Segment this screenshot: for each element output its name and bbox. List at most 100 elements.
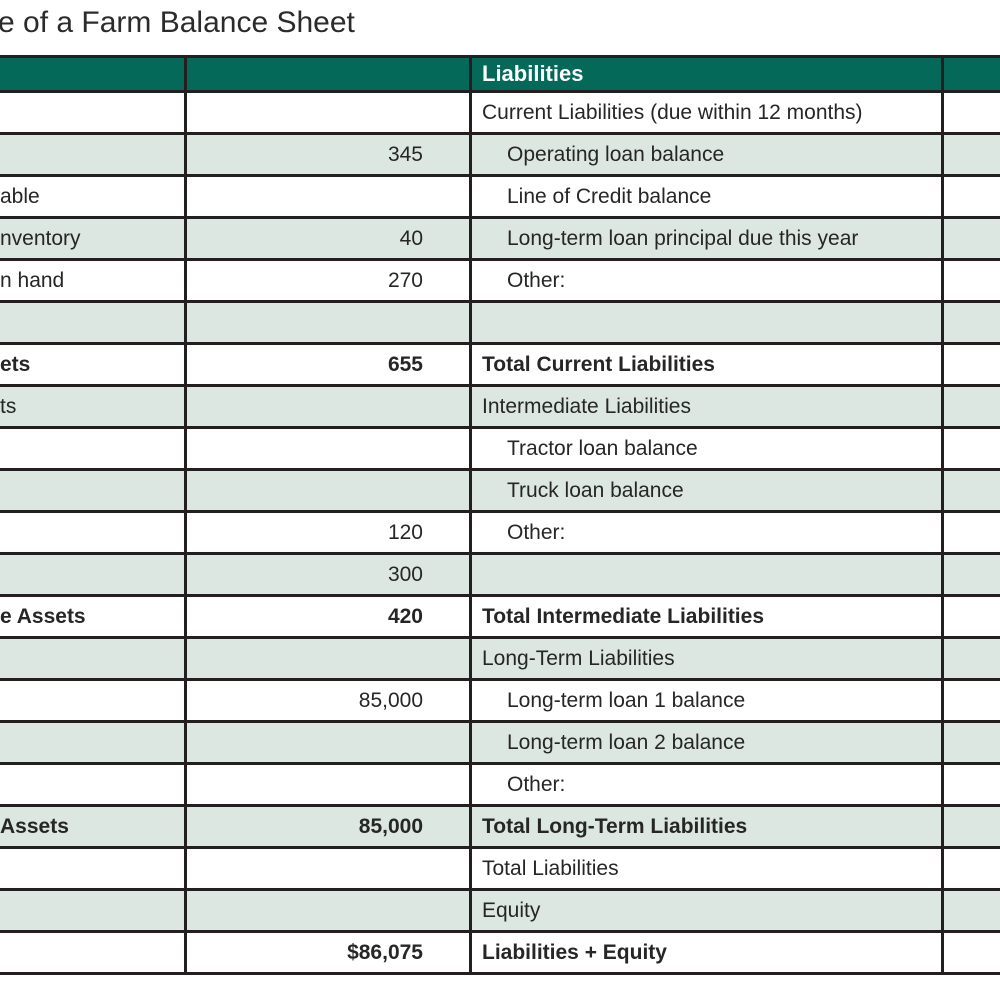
balance-sheet-table: Liabilities Current Liabilities (due wit… — [0, 55, 1000, 975]
table-row: nventory 40 Long-term loan principal due… — [0, 216, 1000, 261]
liability-label-cell: Line of Credit balance — [469, 174, 944, 219]
asset-value-cell — [184, 384, 472, 429]
liability-value-cell — [941, 636, 1000, 681]
liability-label-cell: Other: — [469, 510, 944, 555]
table-row: Long-term loan 2 balance — [0, 720, 1000, 765]
liability-label-cell — [469, 300, 944, 345]
asset-value-cell — [184, 426, 472, 471]
liability-value-cell — [941, 132, 1000, 177]
liability-label-cell: Tractor loan balance — [469, 426, 944, 471]
header-cell-liabilities: Liabilities — [469, 55, 944, 93]
asset-label-cell: ts — [0, 384, 187, 429]
asset-value-cell: 85,000 — [184, 804, 472, 849]
header-row: Liabilities — [0, 55, 1000, 93]
asset-value-cell — [184, 846, 472, 891]
asset-label-cell — [0, 720, 187, 765]
liability-label-cell: Equity — [469, 888, 944, 933]
liability-value-cell — [941, 90, 1000, 135]
asset-label-cell — [0, 930, 187, 975]
liability-label-cell: Long-term loan principal due this year — [469, 216, 944, 261]
asset-label-cell: e Assets — [0, 594, 187, 639]
liability-value-cell — [941, 888, 1000, 933]
asset-label-cell: able — [0, 174, 187, 219]
asset-value-cell — [184, 174, 472, 219]
asset-label-cell — [0, 888, 187, 933]
table-row: Tractor loan balance — [0, 426, 1000, 471]
liability-value-cell — [941, 426, 1000, 471]
liability-label-cell: Other: — [469, 258, 944, 303]
liability-label-cell: Total Current Liabilities — [469, 342, 944, 387]
liability-label-cell: Other: — [469, 762, 944, 807]
liability-label-cell: Total Liabilities — [469, 846, 944, 891]
liability-value-cell — [941, 762, 1000, 807]
asset-value-cell — [184, 468, 472, 513]
liability-label-cell: Long-Term Liabilities — [469, 636, 944, 681]
asset-value-cell: 270 — [184, 258, 472, 303]
liability-label-cell: Intermediate Liabilities — [469, 384, 944, 429]
table-row: Long-Term Liabilities — [0, 636, 1000, 681]
liability-label-cell: Liabilities + Equity — [469, 930, 944, 975]
table-row: 120 Other: — [0, 510, 1000, 555]
asset-label-cell — [0, 426, 187, 471]
asset-value-cell: 420 — [184, 594, 472, 639]
table-row: 300 — [0, 552, 1000, 597]
asset-label-cell: Assets — [0, 804, 187, 849]
asset-label-cell: n hand — [0, 258, 187, 303]
table-row: ets 655 Total Current Liabilities — [0, 342, 1000, 387]
table-row: Current Liabilities (due within 12 month… — [0, 90, 1000, 135]
liability-label-cell: Total Long-Term Liabilities — [469, 804, 944, 849]
asset-value-cell: 345 — [184, 132, 472, 177]
balance-sheet: Liabilities Current Liabilities (due wit… — [0, 55, 1000, 975]
liability-value-cell — [941, 552, 1000, 597]
table-row: $86,075 Liabilities + Equity — [0, 930, 1000, 975]
asset-value-cell — [184, 90, 472, 135]
asset-label-cell — [0, 132, 187, 177]
table-row: 345 Operating loan balance — [0, 132, 1000, 177]
liability-value-cell — [941, 258, 1000, 303]
liability-value-cell — [941, 846, 1000, 891]
asset-label-cell — [0, 468, 187, 513]
asset-label-cell — [0, 636, 187, 681]
table-row: ts Intermediate Liabilities — [0, 384, 1000, 429]
asset-label-cell — [0, 552, 187, 597]
liability-value-cell — [941, 174, 1000, 219]
header-cell-assets — [0, 55, 187, 93]
asset-value-cell: $86,075 — [184, 930, 472, 975]
liability-value-cell — [941, 342, 1000, 387]
asset-value-cell: 40 — [184, 216, 472, 261]
liability-value-cell — [941, 216, 1000, 261]
liability-label-cell: Operating loan balance — [469, 132, 944, 177]
liability-label-cell: Long-term loan 1 balance — [469, 678, 944, 723]
liability-value-cell — [941, 804, 1000, 849]
table-row: Other: — [0, 762, 1000, 807]
header-cell-assets-value — [184, 55, 472, 93]
asset-value-cell: 655 — [184, 342, 472, 387]
table-row: able Line of Credit balance — [0, 174, 1000, 219]
table-row — [0, 300, 1000, 345]
liability-value-cell — [941, 510, 1000, 555]
table-row: Assets 85,000 Total Long-Term Liabilitie… — [0, 804, 1000, 849]
table-row: Equity — [0, 888, 1000, 933]
balance-sheet-body: Current Liabilities (due within 12 month… — [0, 90, 1000, 975]
table-row: e Assets 420 Total Intermediate Liabilit… — [0, 594, 1000, 639]
liability-label-cell: Truck loan balance — [469, 468, 944, 513]
liability-value-cell — [941, 678, 1000, 723]
asset-value-cell — [184, 888, 472, 933]
liability-label-cell: Total Intermediate Liabilities — [469, 594, 944, 639]
asset-value-cell — [184, 300, 472, 345]
liability-value-cell — [941, 468, 1000, 513]
table-row: Total Liabilities — [0, 846, 1000, 891]
page-title: e of a Farm Balance Sheet — [0, 6, 355, 39]
asset-label-cell: ets — [0, 342, 187, 387]
asset-label-cell — [0, 846, 187, 891]
asset-label-cell — [0, 90, 187, 135]
asset-label-cell — [0, 510, 187, 555]
liability-value-cell — [941, 300, 1000, 345]
asset-value-cell: 85,000 — [184, 678, 472, 723]
liability-value-cell — [941, 720, 1000, 765]
asset-label-cell — [0, 300, 187, 345]
asset-value-cell: 300 — [184, 552, 472, 597]
asset-value-cell — [184, 720, 472, 765]
table-row: 85,000 Long-term loan 1 balance — [0, 678, 1000, 723]
